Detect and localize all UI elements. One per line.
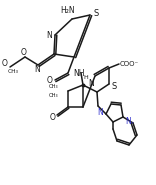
Text: COO⁻: COO⁻ <box>120 61 139 67</box>
Text: N: N <box>34 65 40 73</box>
Text: CH₃: CH₃ <box>48 83 58 88</box>
Text: O: O <box>47 75 53 85</box>
Text: N: N <box>88 78 94 88</box>
Text: S: S <box>111 82 117 90</box>
Text: H₂N: H₂N <box>61 6 75 14</box>
Text: ⁺: ⁺ <box>130 122 134 127</box>
Text: S: S <box>93 9 99 18</box>
Text: N: N <box>125 117 131 125</box>
Text: N: N <box>46 31 52 40</box>
Text: O: O <box>50 112 56 122</box>
Text: NH: NH <box>73 68 85 78</box>
Text: CH₃: CH₃ <box>48 92 58 97</box>
Text: H: H <box>84 75 88 80</box>
Text: O: O <box>21 48 27 56</box>
Text: O: O <box>2 58 8 68</box>
Text: CH₃: CH₃ <box>7 68 19 73</box>
Text: N: N <box>97 107 103 117</box>
